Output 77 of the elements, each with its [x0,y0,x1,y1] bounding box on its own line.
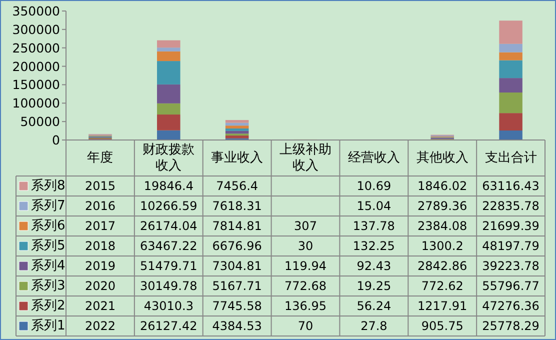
y-tick-label: 300000 [12,22,60,37]
data-label: 70 [298,319,314,333]
data-label: 6676.96 [212,239,262,253]
y-tick-label: 150000 [12,77,60,92]
data-label: 10.69 [356,179,392,193]
data-label: 1217.91 [418,299,468,313]
data-label: 21699.39 [482,219,540,233]
data-label: 48197.79 [482,239,540,253]
data-label: 119.94 [284,259,326,273]
x-tick-label: 事业收入 [211,150,264,166]
data-label: 55796.77 [482,279,540,293]
data-label: 22835.78 [482,199,540,213]
x-tick-label: 其他收入 [416,150,468,166]
x-tick-label: 支出合计 [484,150,537,166]
data-label: 15.04 [356,199,392,213]
data-label: 2020 [84,279,116,293]
legend-label: 系列1 [31,318,66,334]
legend-label: 系列3 [31,278,66,294]
data-label: 2789.36 [418,199,468,213]
data-label: 1300.2 [421,239,464,253]
data-label: 2021 [84,299,116,313]
y-tick-label: 100000 [12,96,60,111]
data-label: 137.78 [352,219,395,233]
x-tick-label: 上级补助收入 [280,142,332,174]
data-label: 27.8 [360,319,388,333]
data-label: 56.24 [356,299,392,313]
data-label: 132.25 [352,239,395,253]
data-label: 4384.53 [212,319,262,333]
data-label: 2017 [84,219,116,233]
data-label: 2018 [84,239,116,253]
x-tick-label: 经营收入 [348,150,400,166]
x-tick-label: 财政拨款收入 [142,142,195,174]
data-label: 2015 [84,179,116,193]
data-label: 307 [294,219,317,233]
y-tick-label: 0 [52,132,60,148]
data-label: 136.95 [284,299,326,313]
data-label: 2019 [84,259,116,273]
legend-label: 系列4 [31,258,66,274]
data-label: 772.62 [421,279,464,293]
data-label: 1846.02 [418,179,468,193]
y-tick-label: 50000 [20,114,60,130]
y-tick-label: 250000 [12,40,60,56]
data-label: 39223.78 [482,259,540,273]
data-label: 25778.29 [482,319,540,333]
data-label: 905.75 [421,319,464,333]
data-label: 7618.31 [212,199,262,213]
data-label: 7745.58 [212,299,262,313]
data-label: 26127.42 [140,319,198,333]
data-label: 2016 [84,199,116,213]
data-label: 7304.81 [212,259,262,273]
data-label: 30 [298,239,314,253]
y-tick-label: 350000 [12,4,60,18]
data-label: 26174.04 [140,219,198,233]
data-label: 19.25 [356,279,392,293]
data-label: 7456.4 [216,179,258,193]
data-label: 7814.81 [212,219,262,233]
data-label: 10266.59 [140,199,198,213]
x-tick-label: 年度 [87,150,114,166]
data-label: 2384.08 [418,219,468,233]
y-tick-label: 200000 [12,58,60,74]
legend-label: 系列5 [31,238,66,254]
data-label: 43010.3 [144,299,194,313]
data-label: 63467.22 [140,239,198,253]
data-label: 92.43 [356,259,392,273]
legend-label: 系列7 [31,198,66,214]
data-label: 772.68 [284,279,326,293]
data-label: 30149.78 [140,279,198,293]
data-label: 47276.36 [482,299,540,313]
legend-label: 系列2 [31,298,66,314]
data-label: 2022 [84,319,116,333]
data-label: 51479.71 [140,259,198,273]
data-label: 19846.4 [144,179,194,193]
data-label: 5167.71 [212,279,262,293]
legend-label: 系列8 [31,178,66,194]
data-label: 63116.43 [482,179,540,193]
data-label: 2842.86 [418,259,468,273]
legend-label: 系列6 [31,218,66,234]
